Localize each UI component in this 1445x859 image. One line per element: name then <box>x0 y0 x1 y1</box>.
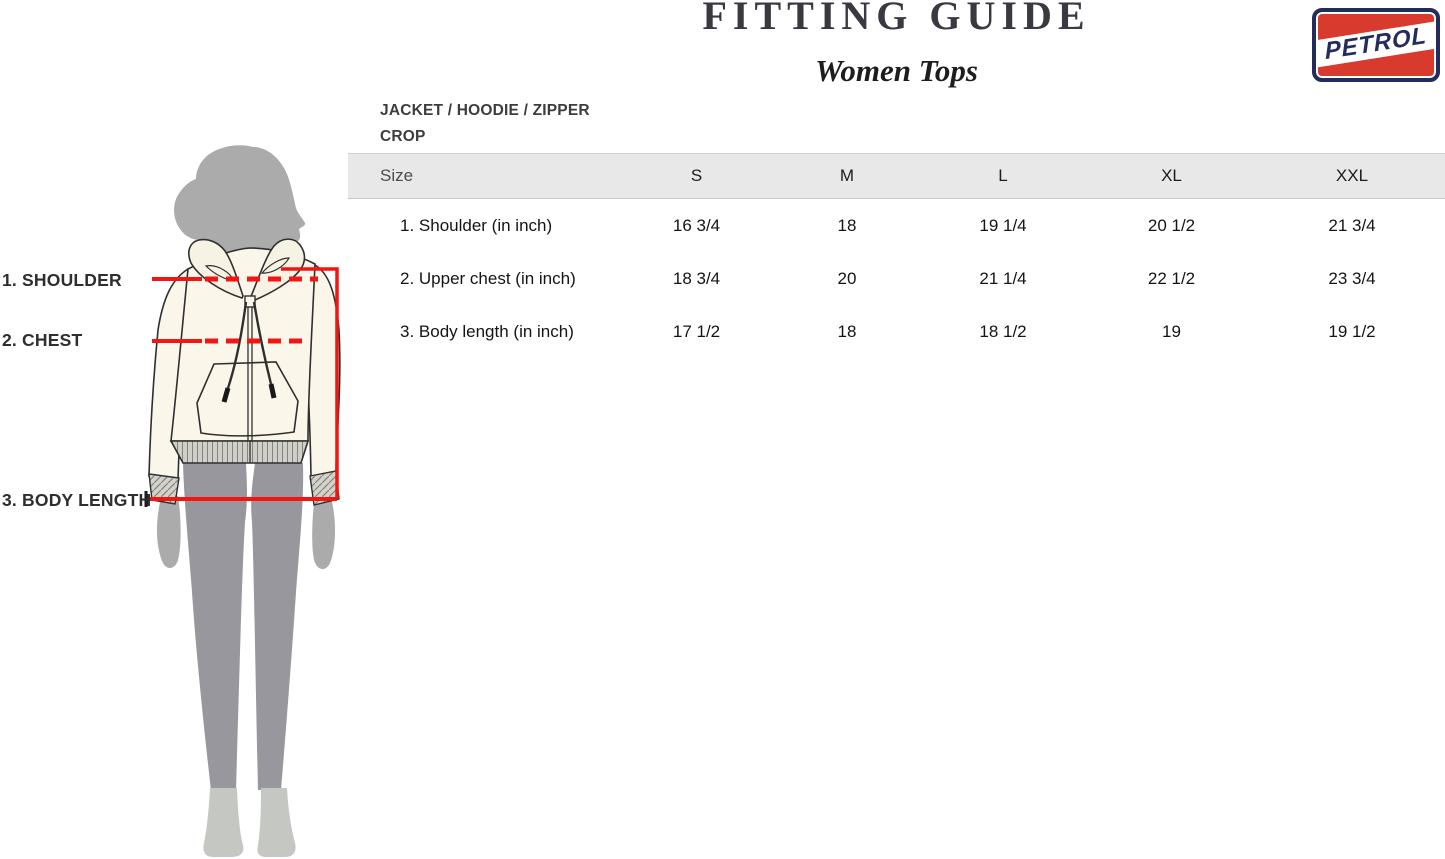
drawstring-left-aglet <box>221 387 231 403</box>
hood-left-flap <box>188 238 244 299</box>
chart-category-heading: JACKET / HOODIE / ZIPPER CROP <box>380 102 590 145</box>
logo-text: PETROL <box>1324 21 1428 66</box>
silhouette-left-hand <box>156 496 181 569</box>
table-row-shoulder: 1. Shoulder (in inch) 16 3/4 18 19 1/4 2… <box>348 199 1445 252</box>
column-header-size: Size <box>380 166 414 185</box>
row-label: 2. Upper chest (in inch) <box>400 268 576 288</box>
column-header-s: S <box>690 166 703 185</box>
table-header-row: Size S M L XL XXL <box>348 153 1445 199</box>
drawstring-right <box>252 301 273 385</box>
chest-label: 2. CHEST <box>2 330 83 350</box>
value-cell: 16 3/4 <box>672 215 721 235</box>
body-length-label: 3. BODY LENGTH <box>2 490 152 510</box>
silhouette-left-foot <box>203 788 244 857</box>
value-cell: 18 <box>837 215 857 235</box>
hoodie-right-cuff <box>309 470 340 506</box>
column-header-m: M <box>839 166 855 185</box>
measurement-rectangle <box>281 267 339 499</box>
value-cell: 19 1/4 <box>979 215 1027 235</box>
drawstring-right-aglet <box>268 383 277 399</box>
value-cell: 22 1/2 <box>1147 268 1196 288</box>
row-label: 3. Body length (in inch) <box>400 321 574 341</box>
value-cell: 18 1/2 <box>979 321 1027 341</box>
hoodie-hem-ribbing <box>169 440 310 464</box>
value-cell: 18 <box>837 321 857 341</box>
page-title: FITTING GUIDE <box>702 0 1091 38</box>
value-cell: 21 3/4 <box>1328 215 1376 235</box>
table-row-body-length: 3. Body length (in inch) 17 1/2 18 18 1/… <box>348 305 1445 358</box>
value-cell: 19 1/2 <box>1328 321 1376 341</box>
value-cell: 23 3/4 <box>1328 268 1376 288</box>
value-cell: 21 1/4 <box>979 268 1027 288</box>
value-cell: 18 3/4 <box>672 268 721 288</box>
fitting-diagram: 1. SHOULDER 2. CHEST 3. BODY LENGTH <box>0 0 360 859</box>
table-row-upper-chest: 2. Upper chest (in inch) 18 3/4 20 21 1/… <box>348 252 1445 305</box>
zipper-pull <box>244 295 256 308</box>
value-cell: 19 <box>1162 321 1181 341</box>
drawstring-left <box>226 301 248 389</box>
size-table: Size S M L XL XXL 1. Shoulder (in inch) … <box>348 153 1445 358</box>
petrol-logo: PETROL <box>1312 8 1440 82</box>
column-header-xxl: XXL <box>1335 166 1369 185</box>
silhouette-right-foot <box>257 788 296 857</box>
value-cell: 20 1/2 <box>1147 215 1196 235</box>
value-cell: 20 <box>837 268 857 288</box>
page-subtitle: Women Tops <box>815 53 978 88</box>
mannequin-illustration <box>144 145 341 857</box>
silhouette-left-leg <box>183 463 247 790</box>
shoulder-label: 1. SHOULDER <box>2 270 122 290</box>
column-header-l: L <box>998 166 1008 185</box>
silhouette-right-leg <box>251 463 304 790</box>
value-cell: 17 1/2 <box>672 321 721 341</box>
hoodie-left-cuff <box>148 473 180 505</box>
hood-right-fold <box>260 257 291 274</box>
row-label: 1. Shoulder (in inch) <box>400 215 553 235</box>
column-header-xl: XL <box>1161 166 1182 185</box>
silhouette-head <box>174 145 306 310</box>
silhouette-right-hand <box>312 495 336 570</box>
